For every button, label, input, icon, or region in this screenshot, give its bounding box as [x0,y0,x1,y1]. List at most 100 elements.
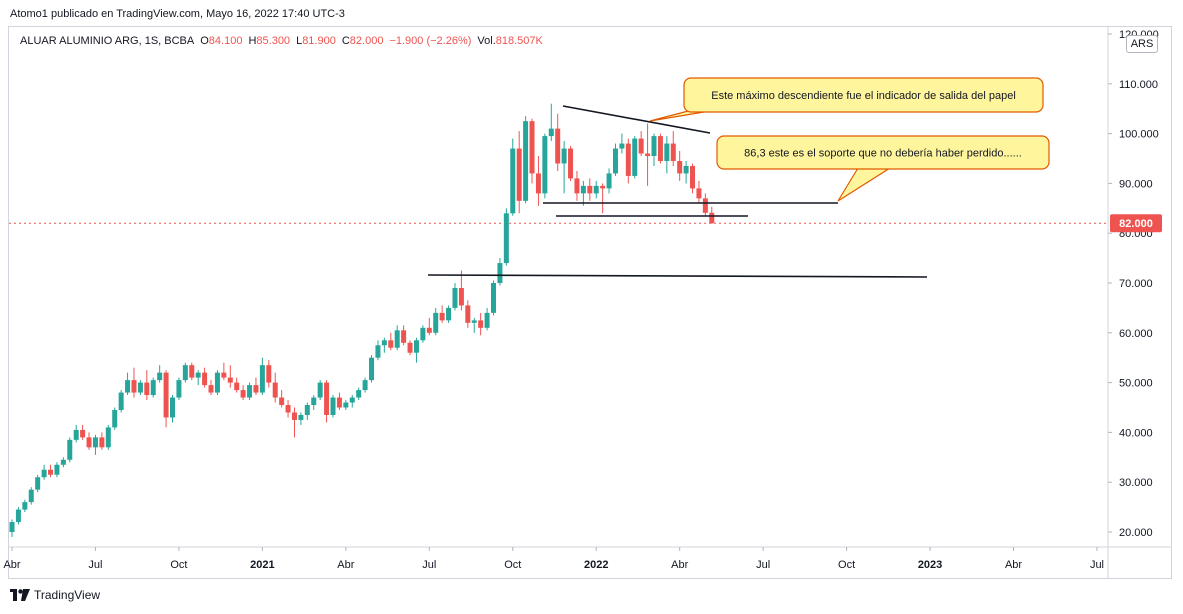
candle-body [67,439,73,460]
candle-body [600,185,606,189]
candle-body [54,464,60,475]
candle-body [170,397,175,418]
candle-body [503,213,509,264]
y-tick-label: 40.000 [1119,427,1153,439]
low-label: L [296,35,303,47]
candle-body [285,405,291,413]
candle-body [478,320,484,328]
candle-body [15,509,21,523]
candle-body [625,143,631,176]
candle-body [311,397,317,406]
chart-frame [8,26,1172,579]
candle-body [612,148,618,174]
candle-body [388,340,394,348]
high-value: 85.300 [256,35,291,47]
close-value: 82.000 [349,35,384,47]
volume-label: Vol. [477,35,496,47]
y-tick-label: 20.000 [1119,527,1153,539]
candle-body [574,178,580,194]
candle-body [234,382,240,391]
candle-body [491,283,496,313]
candle-body [426,327,432,333]
callout-support-box [716,135,1050,170]
x-tick-label: Abr [3,559,20,571]
candle-body [48,469,54,475]
x-tick-label: Jul [88,559,102,571]
candle-body [112,409,118,428]
candle-body [632,138,638,176]
candle-body [41,469,47,478]
candle-body [465,305,471,323]
candle-body [645,153,651,157]
candle-body [73,429,79,440]
change-value: −1.900 (−2.26%) [389,35,472,47]
horizontal-support-70 [427,274,928,278]
candle-body [619,143,625,149]
x-tick-label: Jul [756,559,770,571]
candle-body [381,340,387,346]
candle-body [105,427,111,448]
candle-body [362,380,368,391]
candle-body [266,365,272,383]
candle-body [497,263,503,283]
candle-body [272,382,278,398]
publish-info: Atomo1 publicado en TradingView.com, May… [10,8,345,20]
candle-body [420,327,426,341]
close-label: C [341,35,350,47]
y-tick-label: 100.000 [1119,129,1159,141]
candle-body [587,185,593,194]
x-tick-label: Jul [1090,559,1104,571]
y-tick-label: 60.000 [1119,328,1153,340]
candle-body [336,397,342,408]
candle-body [157,372,163,381]
candle-body [304,405,310,415]
candle-body [580,185,586,194]
candle-body [568,148,574,179]
candle-body [471,320,477,323]
candle-body [247,385,253,398]
candle-body [35,477,41,490]
candle-body [561,148,567,164]
x-tick-label: Jul [422,559,436,571]
candle-body [529,121,535,174]
candle-body [664,143,670,161]
candle-body [343,402,349,408]
currency-badge[interactable]: ARS [1126,35,1158,53]
candle-body [99,437,105,448]
symbol-name: ALUAR ALUMINIO ARG, 1S, BCBA [20,35,195,47]
high-label: H [248,35,257,47]
candle-body [356,390,362,398]
x-tick-label: Abr [671,559,688,571]
candle-body [253,385,259,393]
candle-body [317,382,323,398]
candle-body [690,165,696,189]
candle-body [22,502,28,510]
candle-body [9,522,15,532]
x-tick-label: Abr [1005,559,1022,571]
candle-body [542,136,548,194]
candle-body [651,136,657,157]
candle-body [92,437,98,448]
last-price-badge [1110,214,1162,233]
x-tick-label: Oct [504,559,521,571]
symbol-legend: ALUAR ALUMINIO ARG, 1S, BCBA O84.100 H85.3… [20,35,543,47]
candle-body [555,128,561,164]
candle-body [657,136,663,161]
candle-body [86,437,92,448]
last-price-label: 82.000 [1119,218,1153,230]
candle-body [118,392,124,410]
x-tick-label: 2021 [250,559,274,571]
candle-body [189,365,195,378]
candle-body [593,185,599,194]
y-tick-label: 110.000 [1119,79,1158,91]
candle-body [407,342,413,353]
candle-body [638,138,644,154]
candle-body [458,287,464,306]
x-tick-label: Oct [838,559,855,571]
candle-body [433,312,439,333]
candle-body [131,380,137,393]
candle-body [439,312,445,321]
y-tick-label: 90.000 [1119,178,1153,190]
candle-body [214,372,220,393]
